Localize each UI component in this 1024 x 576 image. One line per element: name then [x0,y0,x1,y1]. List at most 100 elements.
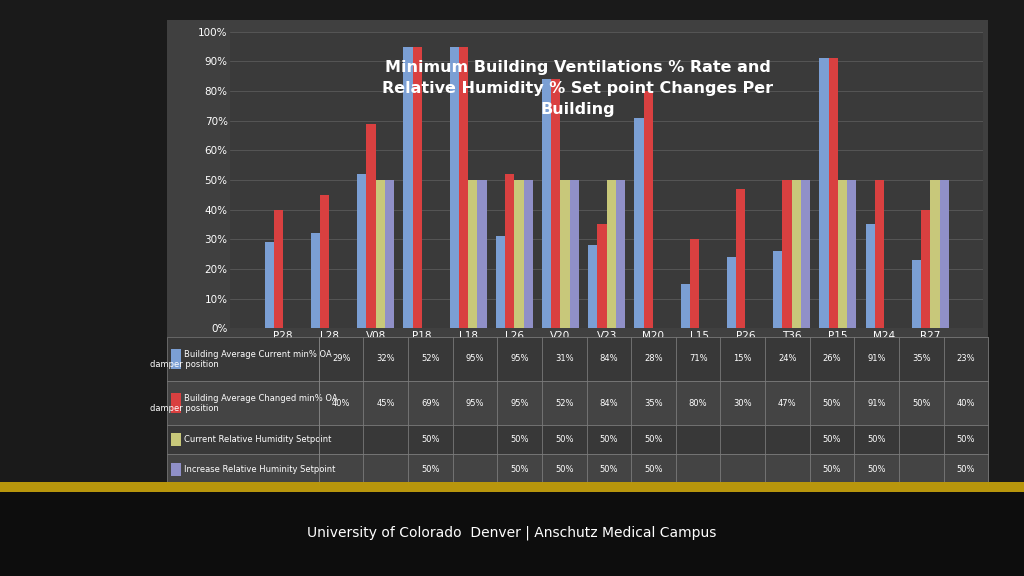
Bar [736,189,745,328]
Text: 84%: 84% [600,399,618,408]
Bar [413,47,422,328]
Text: 47%: 47% [778,399,797,408]
Text: 91%: 91% [867,354,886,363]
Text: 95%: 95% [466,354,484,363]
Text: 71%: 71% [689,354,708,363]
Text: 50%: 50% [510,465,528,473]
Bar [514,180,523,328]
Text: 40%: 40% [956,399,975,408]
Text: 50%: 50% [644,435,663,444]
Bar [523,180,532,328]
Bar [477,180,486,328]
Text: 50%: 50% [956,435,975,444]
Text: 35%: 35% [644,399,663,408]
Text: 95%: 95% [510,354,528,363]
Text: 50%: 50% [644,465,663,473]
Text: 28%: 28% [644,354,663,363]
Text: Minimum Building Ventilations % Rate and
Relative Humidity % Set point Changes P: Minimum Building Ventilations % Rate and… [382,60,773,118]
Text: 26%: 26% [822,354,842,363]
Text: 45%: 45% [377,399,395,408]
Bar [357,174,367,328]
Bar [385,180,394,328]
Text: 84%: 84% [600,354,618,363]
Text: 69%: 69% [421,399,439,408]
Text: 29%: 29% [332,354,350,363]
Bar [922,210,931,328]
Bar [588,245,597,328]
Text: 50%: 50% [912,399,931,408]
Bar [773,251,782,328]
Text: 50%: 50% [421,435,439,444]
Bar [635,118,644,328]
Bar [847,180,856,328]
Bar [376,180,385,328]
Text: 31%: 31% [555,354,573,363]
Text: 32%: 32% [377,354,395,363]
Text: 50%: 50% [421,465,439,473]
Text: 50%: 50% [956,465,975,473]
Bar [931,180,940,328]
Text: damper position: damper position [150,360,219,369]
Text: 23%: 23% [956,354,975,363]
Text: 95%: 95% [510,399,528,408]
Bar [597,225,606,328]
Text: 50%: 50% [867,435,886,444]
Text: 50%: 50% [555,435,573,444]
Text: 40%: 40% [332,399,350,408]
Text: 95%: 95% [466,399,484,408]
Bar [865,225,874,328]
Text: 50%: 50% [822,435,842,444]
Bar [311,233,321,328]
Text: Building Average Current min% OA: Building Average Current min% OA [184,350,332,359]
Bar [542,79,551,328]
Text: 91%: 91% [867,399,886,408]
Bar [403,47,413,328]
Bar [616,180,626,328]
Bar [551,79,560,328]
Bar [450,47,459,328]
Text: Increase Relative Huminity Setpoint: Increase Relative Huminity Setpoint [184,465,336,473]
Bar [468,180,477,328]
Bar [273,210,283,328]
Bar [264,242,273,328]
Bar [782,180,792,328]
Text: Current Relative Humidity Setpoint: Current Relative Humidity Setpoint [184,435,332,444]
Bar [801,180,810,328]
Text: 50%: 50% [822,465,842,473]
Bar [838,180,847,328]
Text: 80%: 80% [689,399,708,408]
Bar [644,91,653,328]
Bar [681,284,690,328]
Bar [828,58,838,328]
Bar [569,180,579,328]
Bar [560,180,569,328]
Text: Building Average Changed min% OA: Building Average Changed min% OA [184,394,338,403]
Bar [505,174,514,328]
Bar [606,180,616,328]
Bar [496,236,505,328]
Text: University of Colorado  Denver | Anschutz Medical Campus: University of Colorado Denver | Anschutz… [307,525,717,540]
Text: 50%: 50% [600,465,618,473]
Text: 30%: 30% [733,399,752,408]
Bar [911,260,922,328]
Text: 50%: 50% [510,435,528,444]
Text: 15%: 15% [733,354,752,363]
Text: damper position: damper position [150,404,219,414]
Text: 52%: 52% [421,354,439,363]
Bar [727,257,736,328]
Text: 50%: 50% [555,465,573,473]
Text: 50%: 50% [822,399,842,408]
Text: 50%: 50% [600,435,618,444]
Text: 50%: 50% [867,465,886,473]
Bar [367,124,376,328]
Bar [792,180,801,328]
Bar [690,240,699,328]
Bar [819,58,828,328]
Bar [459,47,468,328]
Bar [874,180,884,328]
Bar [940,180,949,328]
Bar [321,195,330,328]
Text: 35%: 35% [912,354,931,363]
Text: 52%: 52% [555,399,573,408]
Text: 24%: 24% [778,354,797,363]
